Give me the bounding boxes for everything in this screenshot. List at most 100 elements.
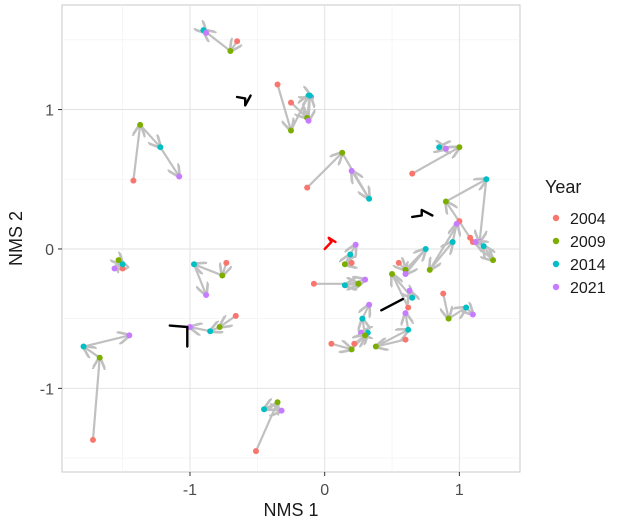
annotation-marker: [168, 324, 189, 348]
trajectory: [440, 290, 476, 322]
point-2009: [219, 272, 226, 279]
legend-title: Year: [545, 177, 581, 197]
point-2009: [426, 266, 433, 273]
legend-swatch-2014: [552, 260, 560, 268]
trajectory-arrow: [159, 146, 179, 176]
point-2021: [203, 29, 210, 36]
point-2009: [456, 144, 463, 151]
point-2014: [341, 282, 348, 289]
point-2004: [130, 177, 137, 184]
x-tick-label: 1: [455, 482, 464, 499]
trajectory: [396, 246, 429, 277]
trajectory: [426, 218, 463, 273]
trajectory-arrow: [194, 264, 223, 277]
trajectory: [342, 242, 359, 268]
point-2021: [366, 301, 373, 308]
point-2014: [463, 304, 470, 311]
trajectory-arrow: [406, 248, 427, 274]
trajectory-arrow: [83, 335, 130, 348]
point-2009: [115, 257, 122, 264]
plot-panel: [61, 4, 521, 473]
point-2014: [80, 343, 87, 350]
point-2014: [480, 243, 487, 250]
point-2004: [402, 336, 409, 343]
trajectory-arrow: [375, 330, 408, 348]
point-2021: [362, 276, 369, 283]
trajectory-arrow: [443, 293, 448, 319]
trajectory-arrow: [84, 347, 101, 358]
y-axis-title: NMS 2: [6, 211, 26, 266]
point-2009: [288, 127, 294, 134]
trajectory: [469, 238, 497, 264]
point-2014: [191, 261, 198, 268]
trajectory: [372, 310, 412, 350]
x-tick-label: 0: [320, 482, 329, 499]
annotation-markers: [168, 94, 434, 348]
point-2004: [409, 170, 416, 177]
grid-lines: [62, 5, 520, 472]
legend-label-2004: 2004: [570, 211, 606, 228]
point-2004: [440, 290, 447, 297]
y-tick-label: -1: [40, 381, 54, 398]
point-2021: [406, 287, 413, 294]
trajectory: [351, 301, 373, 347]
trajectories: [80, 27, 497, 455]
point-2014: [449, 238, 456, 245]
point-2021: [278, 407, 285, 414]
trajectory-arrow: [445, 179, 486, 203]
trajectory-arrow: [428, 242, 453, 271]
point-2014: [207, 328, 214, 335]
point-2009: [348, 346, 355, 353]
legend-label-2014: 2014: [570, 257, 606, 274]
point-2021: [305, 117, 312, 124]
point-2009: [389, 271, 396, 278]
y-tick-label: 1: [45, 103, 54, 120]
point-2004: [351, 340, 358, 347]
point-2014: [119, 261, 126, 268]
trajectory: [409, 144, 463, 177]
tick-labels: -1 0 1 -1 0 1: [40, 103, 464, 499]
point-2009: [372, 343, 379, 350]
point-2014: [157, 144, 164, 151]
point-2021: [126, 332, 133, 339]
trajectory-arrow: [91, 358, 100, 441]
trajectory-arrow: [344, 280, 365, 286]
trajectory: [112, 257, 126, 271]
point-2004: [395, 259, 402, 266]
point-2014: [405, 326, 412, 333]
annotation-marker: [235, 94, 252, 107]
point-2021: [402, 310, 409, 317]
trajectory: [288, 92, 313, 124]
legend-swatch-2009: [552, 237, 560, 245]
point-2014: [436, 144, 443, 151]
trajectory-arrow: [352, 171, 371, 200]
point-2009: [490, 257, 497, 264]
point-2014: [347, 251, 354, 258]
trajectory-arrow: [139, 124, 160, 147]
point-2004: [348, 259, 355, 266]
point-2021: [176, 173, 183, 180]
point-2004: [288, 99, 294, 106]
point-2009: [355, 280, 362, 287]
point-2014: [261, 406, 268, 413]
point-2021: [352, 241, 359, 248]
trajectory: [304, 150, 373, 202]
trajectory: [310, 276, 369, 289]
point-2021: [469, 311, 476, 318]
trajectory-arrow: [480, 179, 487, 242]
annotation-marker: [411, 208, 434, 219]
point-2004: [304, 184, 311, 191]
trajectory-arrow: [276, 84, 291, 130]
point-2004: [223, 259, 230, 266]
trajectory: [130, 121, 183, 184]
trajectory: [191, 259, 230, 298]
point-2004: [328, 340, 335, 347]
point-2009: [274, 399, 281, 406]
point-2004: [252, 448, 259, 455]
legend-label-2021: 2021: [570, 280, 606, 297]
trajectory: [389, 271, 415, 311]
point-2014: [483, 176, 490, 183]
trajectory-arrow: [190, 327, 211, 331]
point-2004: [274, 81, 281, 88]
point-2021: [348, 167, 355, 174]
